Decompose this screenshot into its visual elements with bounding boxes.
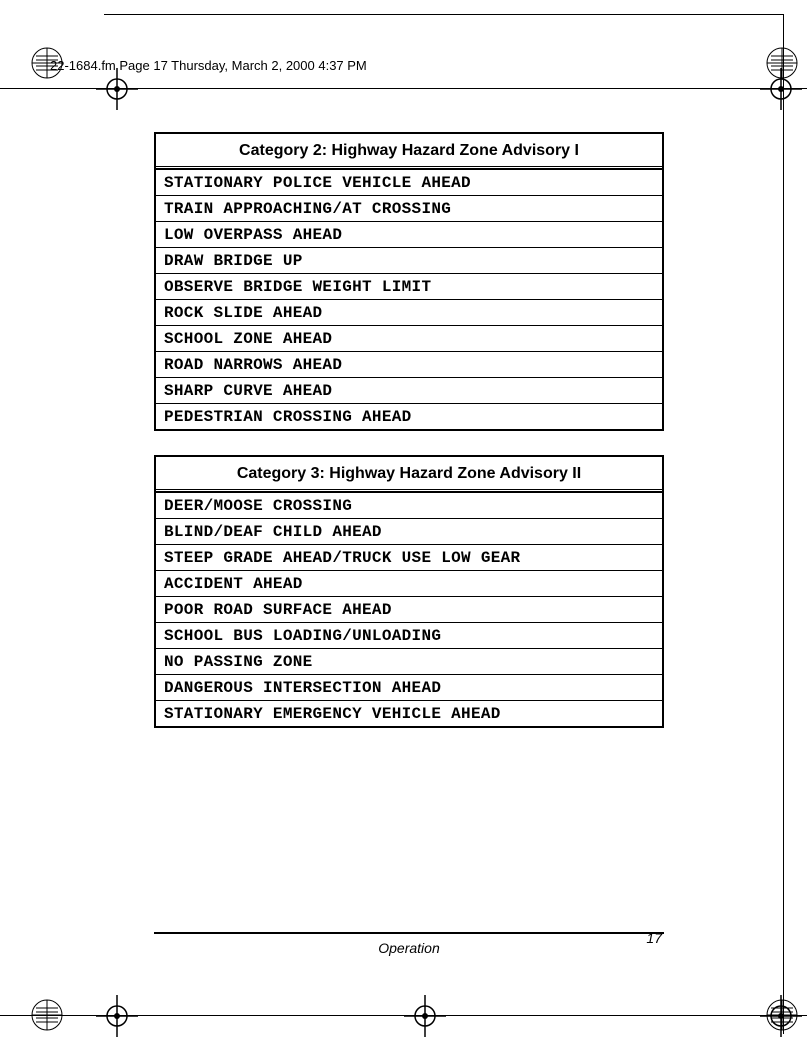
table-row: DANGEROUS INTERSECTION AHEAD: [156, 674, 662, 700]
table-row: OBSERVE BRIDGE WEIGHT LIMIT: [156, 273, 662, 299]
crosshair-icon: [404, 995, 446, 1037]
content-area: Category 2: Highway Hazard Zone Advisory…: [154, 132, 664, 752]
category-2-table: Category 2: Highway Hazard Zone Advisory…: [154, 132, 664, 431]
table-row: STEEP GRADE AHEAD/TRUCK USE LOW GEAR: [156, 544, 662, 570]
table-row: ROCK SLIDE AHEAD: [156, 299, 662, 325]
category-3-table: Category 3: Highway Hazard Zone Advisory…: [154, 455, 664, 728]
table-row: TRAIN APPROACHING/AT CROSSING: [156, 195, 662, 221]
table-row: ACCIDENT AHEAD: [156, 570, 662, 596]
table-title: Category 2: Highway Hazard Zone Advisory…: [156, 134, 662, 166]
table-row: ROAD NARROWS AHEAD: [156, 351, 662, 377]
footer-page-number: 17: [646, 930, 662, 946]
table-row: BLIND/DEAF CHILD AHEAD: [156, 518, 662, 544]
table-row: DEER/MOOSE CROSSING: [156, 492, 662, 518]
crosshair-icon: [96, 995, 138, 1037]
table-row: DRAW BRIDGE UP: [156, 247, 662, 273]
crosshair-icon: [760, 995, 802, 1037]
registration-mark-icon: [30, 998, 64, 1032]
table-row: STATIONARY EMERGENCY VEHICLE AHEAD: [156, 700, 662, 726]
table-row: STATIONARY POLICE VEHICLE AHEAD: [156, 169, 662, 195]
page-header-slug: 22-1684.fm Page 17 Thursday, March 2, 20…: [50, 58, 367, 73]
table-row: PEDESTRIAN CROSSING AHEAD: [156, 403, 662, 429]
footer-section: Operation: [154, 940, 664, 956]
table-row: SHARP CURVE AHEAD: [156, 377, 662, 403]
footer-rule: [154, 932, 664, 934]
table-row: SCHOOL ZONE AHEAD: [156, 325, 662, 351]
table-row: POOR ROAD SURFACE AHEAD: [156, 596, 662, 622]
table-title: Category 3: Highway Hazard Zone Advisory…: [156, 457, 662, 489]
table-row: NO PASSING ZONE: [156, 648, 662, 674]
table-row: SCHOOL BUS LOADING/UNLOADING: [156, 622, 662, 648]
crosshair-icon: [760, 68, 802, 110]
table-row: LOW OVERPASS AHEAD: [156, 221, 662, 247]
crosshair-icon: [96, 68, 138, 110]
